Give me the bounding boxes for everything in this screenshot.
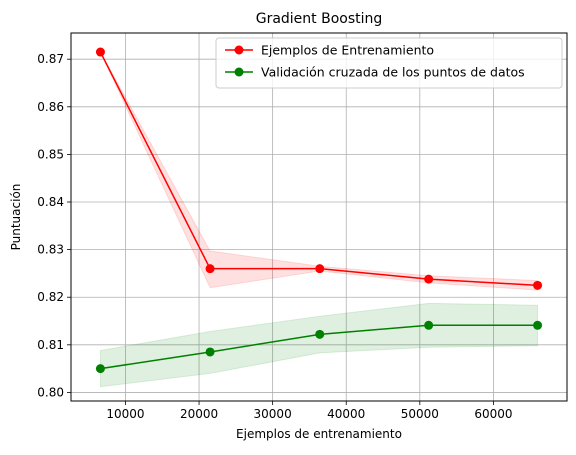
series-1-point: [533, 320, 543, 330]
y-axis-ticks: 0.80 0.81 0.82 0.83 0.84 0.85 0.86 0.87: [37, 52, 71, 399]
y-tick-label: 0.83: [37, 243, 64, 257]
series-0-point: [533, 280, 543, 290]
legend-swatch-marker: [234, 67, 244, 77]
legend-box: [215, 37, 563, 89]
y-axis-label: Puntuación: [9, 184, 23, 251]
y-tick-label: 0.81: [37, 338, 64, 352]
y-tick-label: 0.84: [37, 195, 64, 209]
series-1-point: [424, 320, 434, 330]
legend: Ejemplos de Entrenamiento Validación cruz…: [215, 37, 563, 89]
y-tick-label: 0.85: [37, 147, 64, 161]
x-tick-label: 40000: [327, 407, 365, 421]
x-tick-label: 50000: [401, 407, 439, 421]
x-axis-ticks: 10000 20000 30000 40000 50000 60000: [106, 401, 513, 421]
chart-title: Gradient Boosting: [256, 11, 383, 27]
x-tick-label: 20000: [180, 407, 218, 421]
y-tick-label: 0.86: [37, 100, 64, 114]
series-0-point: [95, 47, 105, 57]
x-tick-label: 10000: [106, 407, 144, 421]
y-tick-label: 0.80: [37, 385, 64, 399]
series-0-point: [315, 264, 325, 274]
y-tick-label: 0.82: [37, 290, 64, 304]
x-tick-label: 60000: [474, 407, 512, 421]
plot-frame: [70, 32, 568, 402]
legend-swatch-marker: [234, 45, 244, 55]
legend-entry-label: Validación cruzada de los puntos de dato…: [261, 65, 525, 80]
x-axis-label: Ejemplos de entrenamiento: [236, 427, 402, 441]
legend-entry-label: Ejemplos de Entrenamiento: [261, 43, 434, 58]
series-1-point: [95, 364, 105, 374]
series-1-point: [315, 329, 325, 339]
series-1-point: [205, 347, 215, 357]
series-0-point: [424, 274, 434, 284]
series-0-point: [205, 264, 215, 274]
y-tick-label: 0.87: [37, 52, 64, 66]
x-tick-label: 30000: [254, 407, 292, 421]
series-markers: [95, 47, 543, 374]
